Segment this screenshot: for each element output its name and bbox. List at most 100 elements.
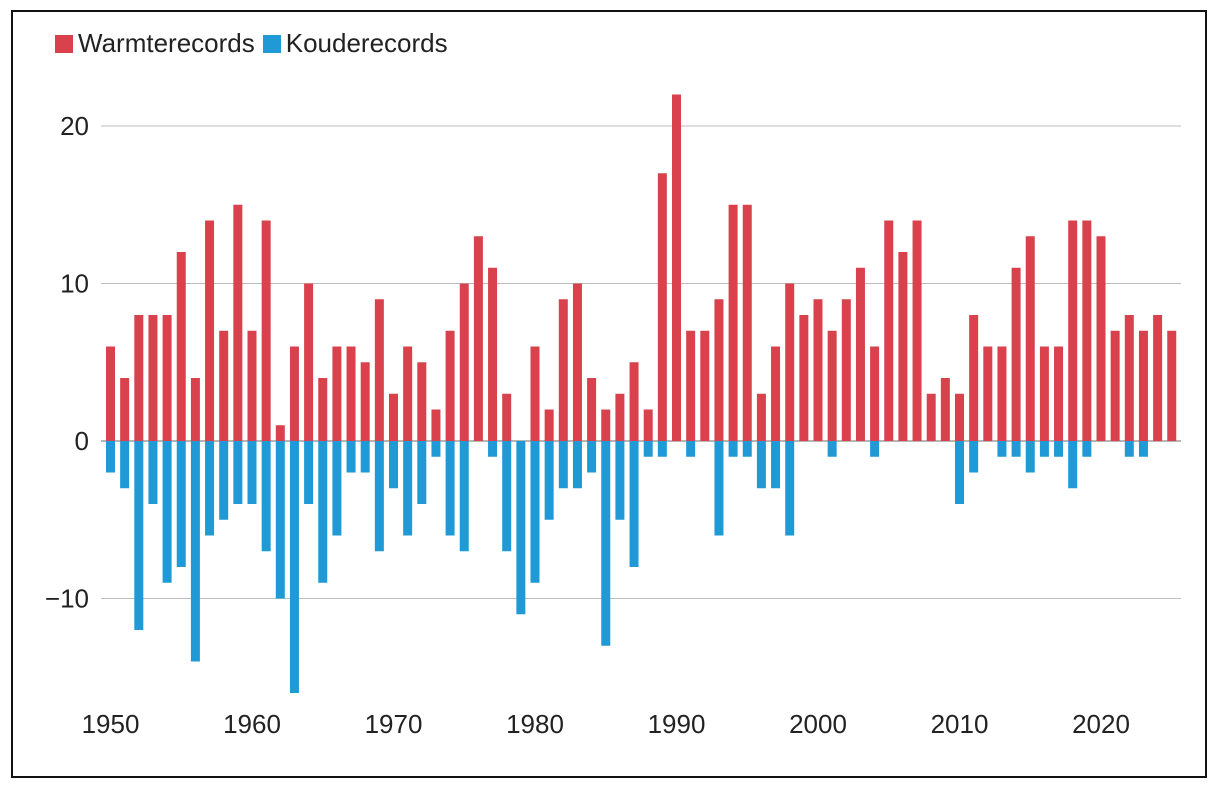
cold-bar (969, 441, 979, 473)
cold-bar (686, 441, 696, 457)
cold-bar (1054, 441, 1064, 457)
cold-bar (431, 441, 441, 457)
warm-bar (742, 204, 752, 441)
x-tick-label: 2020 (1072, 709, 1130, 739)
warm-bar (502, 393, 512, 441)
warm-bar (643, 409, 653, 441)
y-tick-label: 10 (60, 269, 89, 299)
warm-bar (389, 393, 398, 441)
warm-bar (318, 378, 328, 441)
y-tick-label: −10 (45, 584, 89, 614)
cold-bar (955, 441, 964, 504)
chart-plot: −10 0 10 20 1950 1960 1970 1980 1990 2000 2010 2020 (45, 94, 1181, 739)
warm-bar (700, 330, 710, 441)
warm-bar (799, 315, 809, 441)
warm-bar (855, 267, 865, 441)
cold-bar (714, 441, 724, 536)
cold-bar (530, 441, 540, 583)
warm-bar (587, 378, 597, 441)
warm-bar (289, 346, 299, 441)
warm-bar (601, 409, 611, 441)
cold-bar (190, 441, 200, 662)
cold-bar (785, 441, 795, 536)
cold-bar (516, 441, 526, 615)
warm-bar (672, 94, 681, 441)
warm-bar (332, 346, 342, 441)
cold-bar (502, 441, 512, 552)
warm-bar (1096, 236, 1106, 441)
warm-bar (304, 283, 314, 441)
legend-cold-label: Kouderecords (285, 28, 448, 58)
cold-bar (417, 441, 427, 504)
warm-bar (558, 299, 568, 441)
x-tick-label: 2000 (789, 709, 847, 739)
warm-bar (205, 220, 215, 441)
cold-bar (389, 441, 398, 489)
cold-bar (1039, 441, 1049, 457)
warm-bar (714, 299, 724, 441)
cold-bar (1124, 441, 1134, 457)
legend-item-cold: Kouderecords (262, 28, 448, 59)
cold-bar (657, 441, 667, 457)
cold-bar (106, 441, 115, 473)
warm-bar (360, 362, 370, 441)
warm-bar (488, 267, 498, 441)
warm-bar (1039, 346, 1049, 441)
warm-bar (771, 346, 781, 441)
warm-bar (615, 393, 625, 441)
cold-bar (629, 441, 639, 567)
warm-bar (530, 346, 540, 441)
warm-bar (686, 330, 696, 441)
cold-bar (1082, 441, 1092, 457)
warm-bar (261, 220, 271, 441)
cold-bar (275, 441, 285, 599)
cold-bar (997, 441, 1007, 457)
warm-bar (997, 346, 1007, 441)
cold-swatch (262, 34, 281, 53)
warm-bar (940, 378, 950, 441)
cold-bar (643, 441, 653, 457)
warm-bar (374, 299, 384, 441)
warm-bar (1167, 330, 1177, 441)
warm-bar (275, 425, 285, 441)
cold-bar (572, 441, 582, 489)
cold-bar (233, 441, 243, 504)
x-tick-label: 1950 (82, 709, 140, 739)
warm-bar (1025, 236, 1035, 441)
warm-bar (417, 362, 427, 441)
warm-bar (445, 330, 455, 441)
cold-bar (304, 441, 314, 504)
warm-bar (884, 220, 894, 441)
warm-bar (728, 204, 738, 441)
cold-bar (289, 441, 299, 693)
warm-bar (756, 393, 766, 441)
warm-bar (346, 346, 356, 441)
warm-bar (1082, 220, 1092, 441)
warm-bar (1054, 346, 1064, 441)
x-tick-label: 2010 (931, 709, 989, 739)
warm-bar (926, 393, 936, 441)
warm-bar (431, 409, 441, 441)
cold-bar (120, 441, 130, 489)
cold-bar (488, 441, 498, 457)
warm-bar (898, 252, 908, 441)
warm-bar (813, 299, 823, 441)
warm-bar (1124, 315, 1134, 441)
y-tick-label: 0 (75, 426, 89, 456)
warm-bar (176, 252, 186, 441)
y-tick-label: 20 (60, 111, 89, 141)
warm-bar (1153, 315, 1163, 441)
legend: Warmterecords Kouderecords (55, 28, 456, 59)
warm-bar (912, 220, 922, 441)
cold-bar (247, 441, 257, 504)
cold-bar (318, 441, 328, 583)
warm-bar (1068, 220, 1078, 441)
warm-bar (955, 393, 964, 441)
warm-bar (190, 378, 200, 441)
warm-bar (120, 378, 130, 441)
warm-bar (134, 315, 144, 441)
x-tick-label: 1960 (223, 709, 281, 739)
cold-bar (601, 441, 611, 646)
warm-bar (1138, 330, 1148, 441)
warm-bar (219, 330, 229, 441)
